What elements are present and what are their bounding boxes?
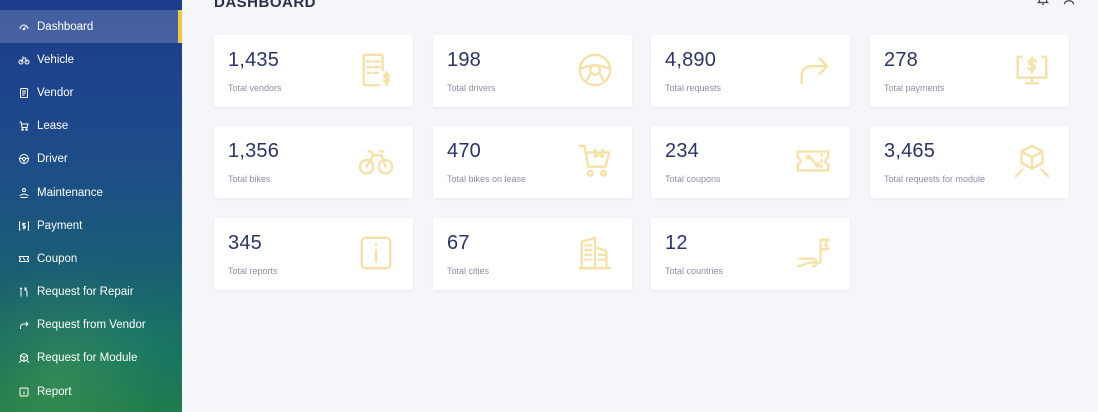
bell-icon[interactable] (1036, 0, 1050, 6)
stat-card-drivers[interactable]: 198 Total drivers (433, 35, 632, 107)
sidebar-item-driver[interactable]: Driver (0, 143, 182, 176)
sidebar-item-label: Driver (37, 153, 68, 166)
tools-icon (17, 285, 31, 299)
sidebar-item-label: Vehicle (37, 53, 75, 66)
sidebar-item-dashboard[interactable]: Dashboard (0, 10, 182, 44)
sidebar-item-lease[interactable]: Lease (0, 110, 182, 143)
stat-value: 278 (884, 49, 918, 71)
dashboard-gauge-icon (17, 20, 31, 34)
document-icon (17, 86, 31, 100)
sidebar-item-label: Lease (37, 120, 69, 133)
sidebar-item-label: Request for Module (37, 352, 138, 365)
stat-value: 4,890 (665, 49, 717, 71)
sidebar-item-request-for-module[interactable]: Request for Module (0, 342, 182, 375)
buildings-icon (576, 234, 614, 272)
sidebar-item-vehicle[interactable]: Vehicle (0, 43, 182, 76)
sidebar-item-label: Dashboard (37, 20, 94, 33)
steering-wheel-icon (576, 51, 614, 89)
sidebar-item-vendor[interactable]: Vendor (0, 76, 182, 109)
map-flag-icon (794, 234, 832, 272)
invoice-dollar-icon (357, 51, 395, 89)
sidebar-item-label: Request for Repair (37, 286, 134, 299)
page-title: DASHBOARD (214, 0, 316, 11)
stat-value: 1,435 (228, 49, 280, 71)
sidebar-item-label: Request from Vendor (37, 319, 146, 332)
stat-card-bikes[interactable]: 1,356 Total bikes (214, 126, 413, 198)
sidebar-item-payment[interactable]: Payment (0, 209, 182, 242)
cube-icon (17, 351, 31, 365)
stat-card-coupons[interactable]: 234 Total coupons (651, 126, 850, 198)
stat-card-vendors[interactable]: 1,435 Total vendors (214, 35, 413, 107)
bike-icon (17, 53, 31, 67)
hand-icon (17, 186, 31, 200)
stat-label: Total bikes (228, 174, 271, 184)
bike-icon (357, 142, 395, 180)
stat-label: Total vendors (228, 83, 282, 93)
sidebar-item-report[interactable]: Report (0, 375, 182, 408)
sidebar-item-label: Report (37, 385, 72, 398)
redirect-arrow-icon (17, 318, 31, 332)
sidebar-item-maintenance[interactable]: Maintenance (0, 176, 182, 209)
sidebar-item-request-for-repair[interactable]: Request for Repair (0, 276, 182, 309)
stat-value: 345 (228, 232, 262, 254)
ticket-icon (17, 252, 31, 266)
monitor-dollar-icon (1013, 51, 1051, 89)
stat-card-requests-for-module[interactable]: 3,465 Total requests for module (870, 126, 1069, 198)
stat-label: Total payments (884, 83, 945, 93)
sidebar-item-request-from-vendor[interactable]: Request from Vendor (0, 309, 182, 342)
stat-card-reports[interactable]: 345 Total reports (214, 218, 413, 290)
ticket-icon (794, 142, 832, 180)
stat-card-bikes-on-lease[interactable]: 470 Total bikes on lease (433, 126, 632, 198)
stat-card-requests[interactable]: 4,890 Total requests (651, 35, 850, 107)
stat-value: 3,465 (884, 140, 936, 162)
stat-label: Total coupons (665, 174, 721, 184)
redirect-arrow-icon (794, 51, 832, 89)
sidebar-item-label: Vendor (37, 86, 74, 99)
stat-label: Total reports (228, 266, 278, 276)
info-icon (357, 234, 395, 272)
stat-label: Total bikes on lease (447, 174, 527, 184)
stat-value: 1,356 (228, 140, 280, 162)
stat-label: Total countries (665, 266, 724, 276)
sidebar-item-coupon[interactable]: Coupon (0, 242, 182, 275)
stat-label: Total requests for module (884, 174, 986, 184)
sidebar-item-label: Payment (37, 219, 83, 232)
cart-icon (576, 142, 614, 180)
header-actions (1036, 0, 1076, 6)
stat-label: Total requests (665, 83, 722, 93)
info-icon (17, 385, 31, 399)
stat-value: 470 (447, 140, 481, 162)
cube-icon (1013, 142, 1051, 180)
stat-value: 67 (447, 232, 470, 254)
stat-card-payments[interactable]: 278 Total payments (870, 35, 1069, 107)
sidebar: Dashboard Vehicle Vendor Lease Driver Ma… (0, 0, 182, 412)
stat-card-cities[interactable]: 67 Total cities (433, 218, 632, 290)
stat-label: Total cities (447, 266, 490, 276)
stat-value: 234 (665, 140, 699, 162)
stat-value: 198 (447, 49, 481, 71)
sidebar-item-label: Maintenance (37, 186, 103, 199)
stat-label: Total drivers (447, 83, 496, 93)
cart-icon (17, 119, 31, 133)
user-icon[interactable] (1062, 0, 1076, 6)
stat-card-countries[interactable]: 12 Total countries (651, 218, 850, 290)
stat-value: 12 (665, 232, 688, 254)
steering-wheel-icon (17, 152, 31, 166)
sidebar-item-label: Coupon (37, 252, 78, 265)
dollar-icon (17, 219, 31, 233)
